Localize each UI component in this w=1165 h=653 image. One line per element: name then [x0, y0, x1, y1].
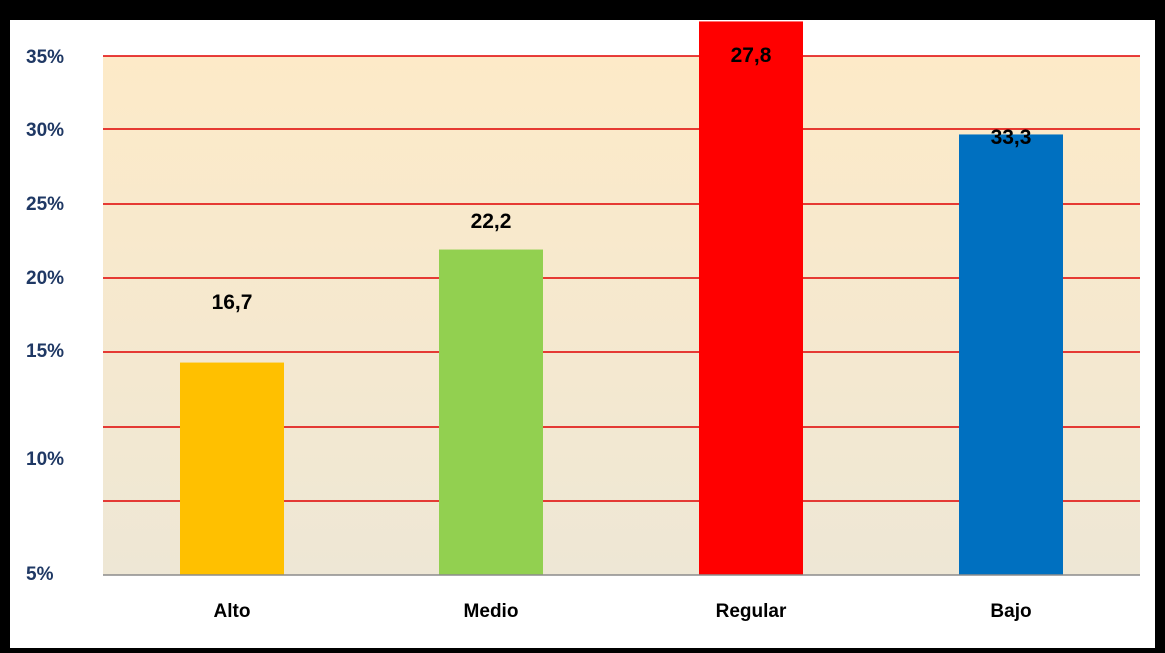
y-tick-label: 15%	[26, 341, 64, 362]
y-tick-label: 5%	[26, 564, 54, 585]
data-label-regular: 27,8	[731, 44, 772, 67]
bar-regular	[699, 21, 803, 576]
y-tick-label: 25%	[26, 194, 64, 215]
y-tick-label: 10%	[26, 449, 64, 470]
bar-medio	[439, 249, 543, 576]
data-label-alto: 16,7	[212, 291, 253, 314]
y-tick-label: 20%	[26, 268, 64, 289]
y-tick-label: 35%	[26, 47, 64, 68]
bar-bajo	[959, 134, 1063, 575]
bar-alto	[180, 362, 284, 575]
bars	[180, 21, 1063, 576]
data-label-bajo: 33,3	[991, 126, 1032, 149]
x-tick-label-bajo: Bajo	[990, 601, 1031, 622]
y-tick-label: 30%	[26, 120, 64, 141]
x-tick-label-alto: Alto	[214, 601, 251, 622]
data-label-medio: 22,2	[471, 210, 512, 233]
x-tick-label-medio: Medio	[464, 601, 519, 622]
x-tick-label-regular: Regular	[716, 601, 787, 622]
